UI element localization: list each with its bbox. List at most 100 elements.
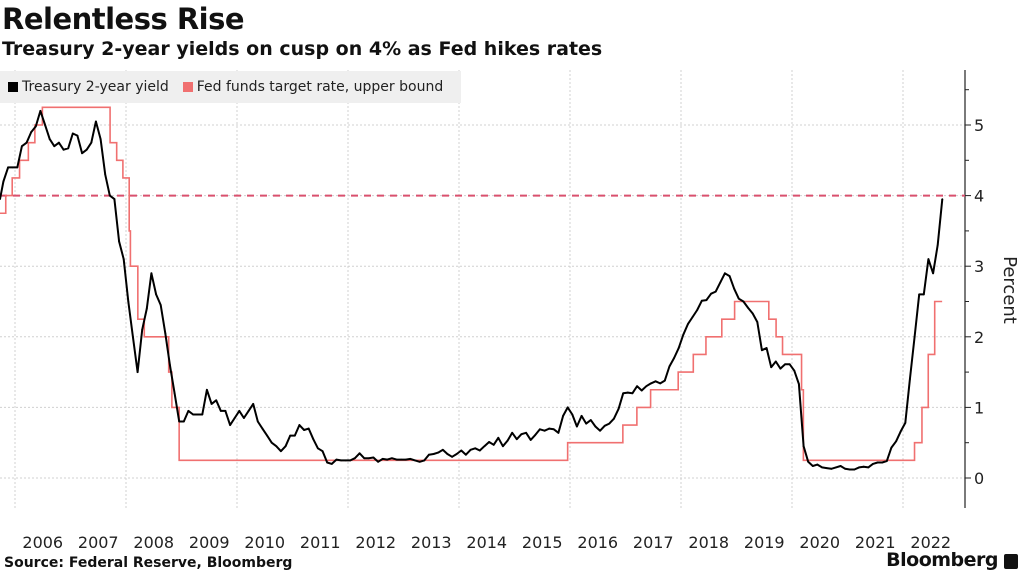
- legend-label: Fed funds target rate, upper bound: [196, 79, 444, 95]
- treasury-data-point: [881, 461, 884, 464]
- treasury-data-point: [303, 429, 305, 431]
- treasury-data-point: [145, 307, 148, 310]
- treasury-data-point: [585, 422, 588, 425]
- y-axis-label: Percent: [999, 256, 1020, 324]
- legend-item-fed-funds: Fed funds target rate, upper bound: [182, 79, 444, 95]
- treasury-data-point: [478, 449, 481, 452]
- treasury-data-point: [196, 413, 199, 416]
- treasury-data-point: [132, 335, 134, 338]
- treasury-data-point: [169, 364, 171, 366]
- treasury-data-point: [913, 335, 916, 338]
- treasury-data-point: [742, 300, 745, 303]
- bloomberg-logo: Bloomberg: [886, 549, 998, 571]
- treasury-data-point: [511, 431, 514, 434]
- treasury-data-point: [529, 438, 532, 441]
- y-tick-label: 2: [974, 328, 984, 347]
- treasury-data-point: [659, 382, 662, 385]
- treasury-data-point: [349, 459, 352, 462]
- treasury-data-point: [243, 417, 245, 419]
- treasury-data-point: [853, 468, 856, 471]
- treasury-data-point: [867, 466, 870, 469]
- treasury-data-point: [562, 414, 564, 417]
- treasury-data-point: [363, 457, 366, 460]
- x-tick-label: 2012: [355, 533, 396, 552]
- treasury-data-point: [636, 385, 638, 388]
- treasury-data-point: [201, 413, 204, 416]
- treasury-data-point: [233, 417, 236, 419]
- treasury-data-point: [640, 389, 643, 392]
- treasury-data-point: [247, 410, 250, 412]
- treasury-data-point: [747, 306, 749, 309]
- treasury-data-point: [150, 272, 153, 275]
- treasury-data-point: [626, 391, 629, 394]
- treasury-data-point: [918, 293, 921, 296]
- treasury-data-point: [118, 240, 120, 243]
- treasury-data-point: [705, 299, 708, 301]
- x-tick-label: 2020: [799, 533, 840, 552]
- treasury-data-point: [95, 120, 97, 123]
- treasury-data-point: [899, 430, 902, 433]
- treasury-data-point: [386, 458, 389, 461]
- treasury-data-point: [502, 445, 504, 448]
- treasury-data-point: [700, 299, 703, 302]
- treasury-data-point: [99, 138, 102, 141]
- treasury-data-point: [835, 466, 837, 469]
- treasury-data-point: [895, 440, 897, 443]
- treasury-data-point: [617, 407, 620, 410]
- treasury-data-point: [525, 431, 527, 434]
- treasury-data-point: [603, 424, 606, 427]
- treasury-data-point: [756, 321, 759, 323]
- treasury-data-point: [497, 436, 500, 439]
- x-tick-label: 2009: [189, 533, 230, 552]
- bloomberg-chart-icon: [1004, 554, 1018, 569]
- treasury-data-point: [677, 347, 680, 349]
- treasury-data-point: [714, 290, 717, 293]
- treasury-data-point: [317, 447, 319, 450]
- treasury-data-point: [210, 402, 213, 405]
- treasury-data-point: [465, 453, 467, 456]
- x-tick-label: 2018: [688, 533, 729, 552]
- treasury-data-point: [774, 360, 777, 363]
- treasury-data-point: [557, 431, 560, 434]
- treasury-data-point: [25, 141, 28, 144]
- treasury-data-point: [650, 382, 652, 385]
- treasury-data-point: [515, 438, 518, 441]
- treasury-data-point: [53, 145, 56, 148]
- treasury-data-point: [284, 445, 287, 448]
- treasury-data-point: [816, 463, 819, 466]
- treasury-data-point: [520, 433, 523, 436]
- treasury-data-point: [543, 429, 546, 432]
- treasury-data-point: [446, 453, 449, 455]
- treasury-data-point: [807, 460, 810, 463]
- treasury-data-point: [81, 152, 83, 155]
- treasury-data-point: [788, 363, 791, 366]
- x-tick-label: 2007: [78, 533, 119, 552]
- treasury-data-point: [0, 198, 1, 201]
- treasury-data-point: [876, 461, 879, 464]
- treasury-data-point: [261, 427, 264, 430]
- treasury-data-point: [451, 455, 453, 458]
- legend: Treasury 2-year yield Fed funds target r…: [0, 71, 461, 103]
- treasury-data-point: [340, 459, 342, 462]
- legend-swatch-black: [8, 82, 18, 92]
- treasury-data-point: [765, 347, 768, 349]
- treasury-data-point: [367, 457, 370, 460]
- treasury-data-point: [344, 459, 347, 462]
- treasury-data-point: [256, 420, 259, 423]
- treasury-data-point: [280, 450, 282, 453]
- treasury-data-point: [821, 466, 823, 469]
- treasury-data-point: [224, 410, 227, 412]
- treasury-data-point: [858, 466, 860, 469]
- treasury-data-point: [71, 132, 74, 135]
- treasury-data-point: [85, 148, 88, 151]
- treasury-data-point: [372, 456, 375, 459]
- treasury-data-point: [696, 309, 699, 311]
- x-tick-label: 2014: [466, 533, 507, 552]
- treasury-data-point: [904, 422, 907, 424]
- treasury-data-point: [21, 145, 23, 148]
- treasury-data-point: [469, 448, 472, 451]
- treasury-data-point: [108, 194, 111, 197]
- source-note: Source: Federal Reserve, Bloomberg: [4, 555, 293, 571]
- treasury-data-point: [724, 272, 726, 275]
- treasury-data-point: [599, 429, 601, 432]
